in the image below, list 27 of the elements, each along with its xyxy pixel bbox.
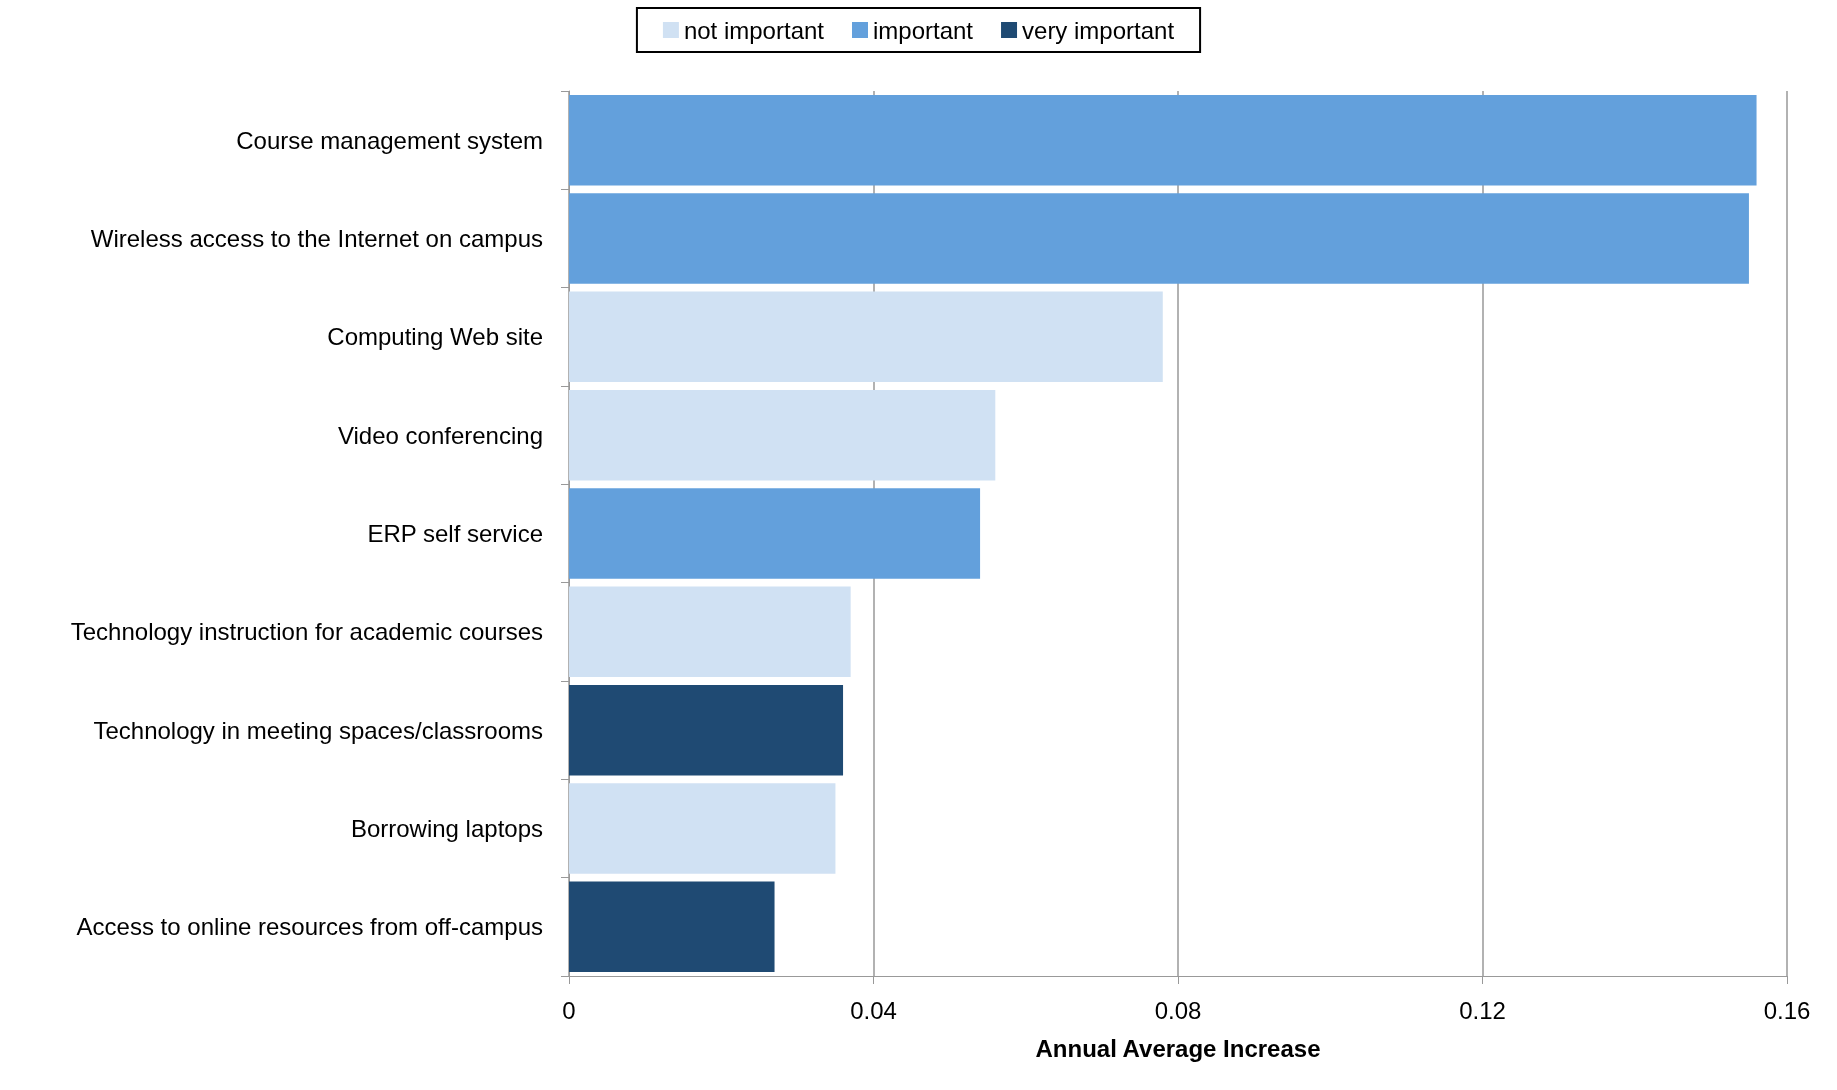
legend-label: very important [1022, 16, 1175, 44]
x-tick-label: 0.16 [1763, 996, 1811, 1024]
x-tick-label: 0.12 [1459, 996, 1506, 1024]
x-tick-label: 0.08 [1154, 996, 1202, 1024]
x-tick-label: 0 [562, 996, 576, 1024]
y-tick-label: Video conferencing [337, 421, 543, 449]
y-tick-label: Technology instruction for academic courses [70, 618, 543, 646]
y-tick-label: Borrowing laptops [350, 815, 543, 842]
bar [569, 488, 981, 579]
y-tick-label: Computing Web site [327, 323, 543, 351]
y-tick-label: Course management system [236, 126, 543, 154]
y-tick-label: Wireless access to the Internet on campus [90, 225, 543, 252]
y-tick-label: Access to online resources from off-campus [76, 913, 543, 941]
bar [569, 389, 996, 481]
bar [569, 783, 836, 874]
bar [569, 291, 1163, 383]
bar [569, 684, 844, 776]
x-tick-label: 0.04 [850, 996, 897, 1024]
bar [569, 193, 1749, 284]
x-axis-title: Annual Average Increase [1035, 1034, 1321, 1062]
y-tick-label: Technology in meeting spaces/classrooms [93, 716, 543, 744]
bar [569, 94, 1757, 186]
legend-label: important [872, 16, 974, 44]
bar [569, 881, 775, 973]
y-tick-label: ERP self service [367, 520, 543, 547]
legend-label: not important [683, 16, 825, 44]
bar [569, 586, 851, 678]
